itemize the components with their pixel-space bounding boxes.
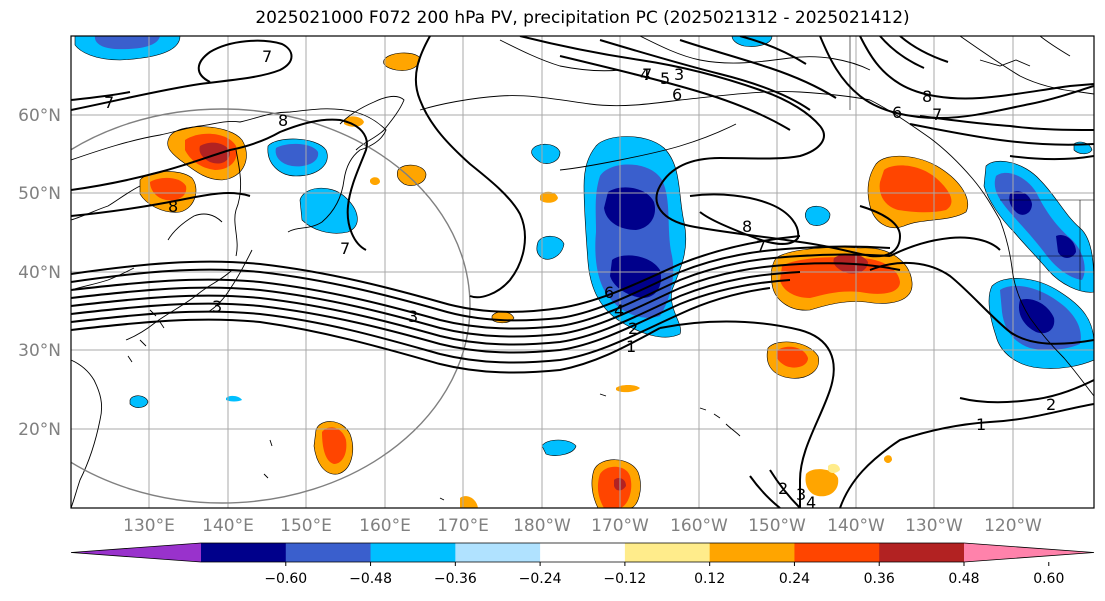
pv-contours bbox=[71, 36, 1094, 508]
colorbar-tick-label: −0.60 bbox=[264, 571, 307, 587]
pv-label: 7 bbox=[642, 65, 652, 84]
pv-label: 7 bbox=[262, 47, 272, 66]
colorbar-segment bbox=[540, 543, 626, 562]
colorbar-segment bbox=[624, 543, 711, 562]
pv-label: 3 bbox=[212, 297, 222, 316]
pv-label: 7 bbox=[340, 239, 350, 258]
map-title: 2025021000 F072 200 hPa PV, precipitatio… bbox=[255, 8, 910, 28]
pv-label: 7 bbox=[756, 237, 766, 256]
pv-label: 2 bbox=[1046, 395, 1056, 414]
pv-label: 1 bbox=[976, 415, 986, 434]
pv-label: 8 bbox=[168, 197, 178, 216]
colorbar-outline bbox=[70, 542, 1095, 563]
colorbar-segment bbox=[201, 543, 287, 562]
lon-label: 130°W bbox=[905, 516, 963, 536]
region-circle bbox=[71, 108, 471, 504]
lon-label: 150°W bbox=[748, 516, 806, 536]
lat-label: 40°N bbox=[18, 263, 61, 283]
colorbar-tick-label: −0.24 bbox=[519, 571, 562, 587]
pv-label: 4 bbox=[640, 65, 650, 84]
colorbar-segment bbox=[794, 543, 880, 562]
pv-label: 5 bbox=[660, 69, 670, 88]
map-frame bbox=[70, 35, 1095, 509]
pv-label: 2 bbox=[628, 319, 638, 338]
pv-label: 3 bbox=[408, 307, 418, 326]
lon-label: 140°E bbox=[202, 516, 254, 536]
longitude-labels: 130°E 140°E 150°E 160°E 170°E 180°W 170°… bbox=[123, 516, 1042, 536]
pv-label: 1 bbox=[626, 337, 636, 356]
lon-label: 170°W bbox=[591, 516, 649, 536]
colorbar-segment bbox=[709, 543, 795, 562]
lon-label: 160°W bbox=[670, 516, 728, 536]
pv-label: 6 bbox=[604, 283, 614, 302]
pv-label: 6 bbox=[672, 85, 682, 104]
lon-label: 120°W bbox=[984, 516, 1042, 536]
latitude-labels: 60°N 50°N 40°N 30°N 20°N bbox=[18, 106, 61, 440]
lon-label: 130°E bbox=[123, 516, 175, 536]
map-plot-area: 7 7 8 8 7 7 6 5 4 3 8 6 7 8 7 6 4 2 1 3 … bbox=[71, 36, 1094, 512]
pv-label: 7 bbox=[932, 105, 942, 124]
lat-label: 60°N bbox=[18, 106, 61, 126]
colorbar-tick-label: 0.24 bbox=[779, 571, 810, 587]
pv-label: 4 bbox=[806, 493, 816, 512]
pv-contour-labels: 7 7 8 8 7 7 6 5 4 3 8 6 7 8 7 6 4 2 1 3 … bbox=[104, 47, 1056, 512]
lat-label: 30°N bbox=[18, 341, 61, 361]
pv-label: 3 bbox=[674, 65, 684, 84]
pv-label: 6 bbox=[892, 103, 902, 122]
colorbar-tick-label: 0.48 bbox=[948, 571, 979, 587]
pv-label: 7 bbox=[104, 93, 114, 112]
pv-label: 8 bbox=[922, 87, 932, 106]
pv-label: 4 bbox=[614, 301, 624, 320]
pv-label: 2 bbox=[778, 479, 788, 498]
coastlines bbox=[71, 36, 1094, 508]
political-borders bbox=[849, 36, 1094, 300]
pv-label: 8 bbox=[278, 111, 288, 130]
lon-label: 150°E bbox=[280, 516, 332, 536]
colorbar-segment bbox=[285, 543, 372, 562]
lon-label: 180°W bbox=[513, 516, 571, 536]
lon-label: 170°E bbox=[437, 516, 489, 536]
colorbar-tick-label: 0.60 bbox=[1033, 571, 1064, 587]
colorbar-segment bbox=[879, 543, 965, 562]
pv-label: 8 bbox=[742, 217, 752, 236]
colorbar-extend-min bbox=[71, 543, 201, 562]
colorbar-tick-label: −0.12 bbox=[603, 571, 646, 587]
lon-label: 140°W bbox=[827, 516, 885, 536]
colorbar-tick-label: −0.48 bbox=[349, 571, 392, 587]
colorbar-extend-max bbox=[964, 543, 1094, 562]
lat-label: 50°N bbox=[18, 184, 61, 204]
colorbar-tick-label: 0.36 bbox=[864, 571, 895, 587]
colorbar-segment bbox=[455, 543, 541, 562]
colorbar-tick-label: −0.36 bbox=[434, 571, 477, 587]
lon-label: 160°E bbox=[359, 516, 411, 536]
graticule bbox=[71, 36, 1094, 508]
colorbar-tick-label: 0.12 bbox=[694, 571, 725, 587]
pv-label: 3 bbox=[796, 485, 806, 504]
colorbar-segment bbox=[370, 543, 456, 562]
lat-label: 20°N bbox=[18, 420, 61, 440]
colorbar: −0.60 −0.48 −0.36 −0.24 −0.12 0.12 0.24 0.36 0.4… bbox=[70, 542, 1095, 587]
